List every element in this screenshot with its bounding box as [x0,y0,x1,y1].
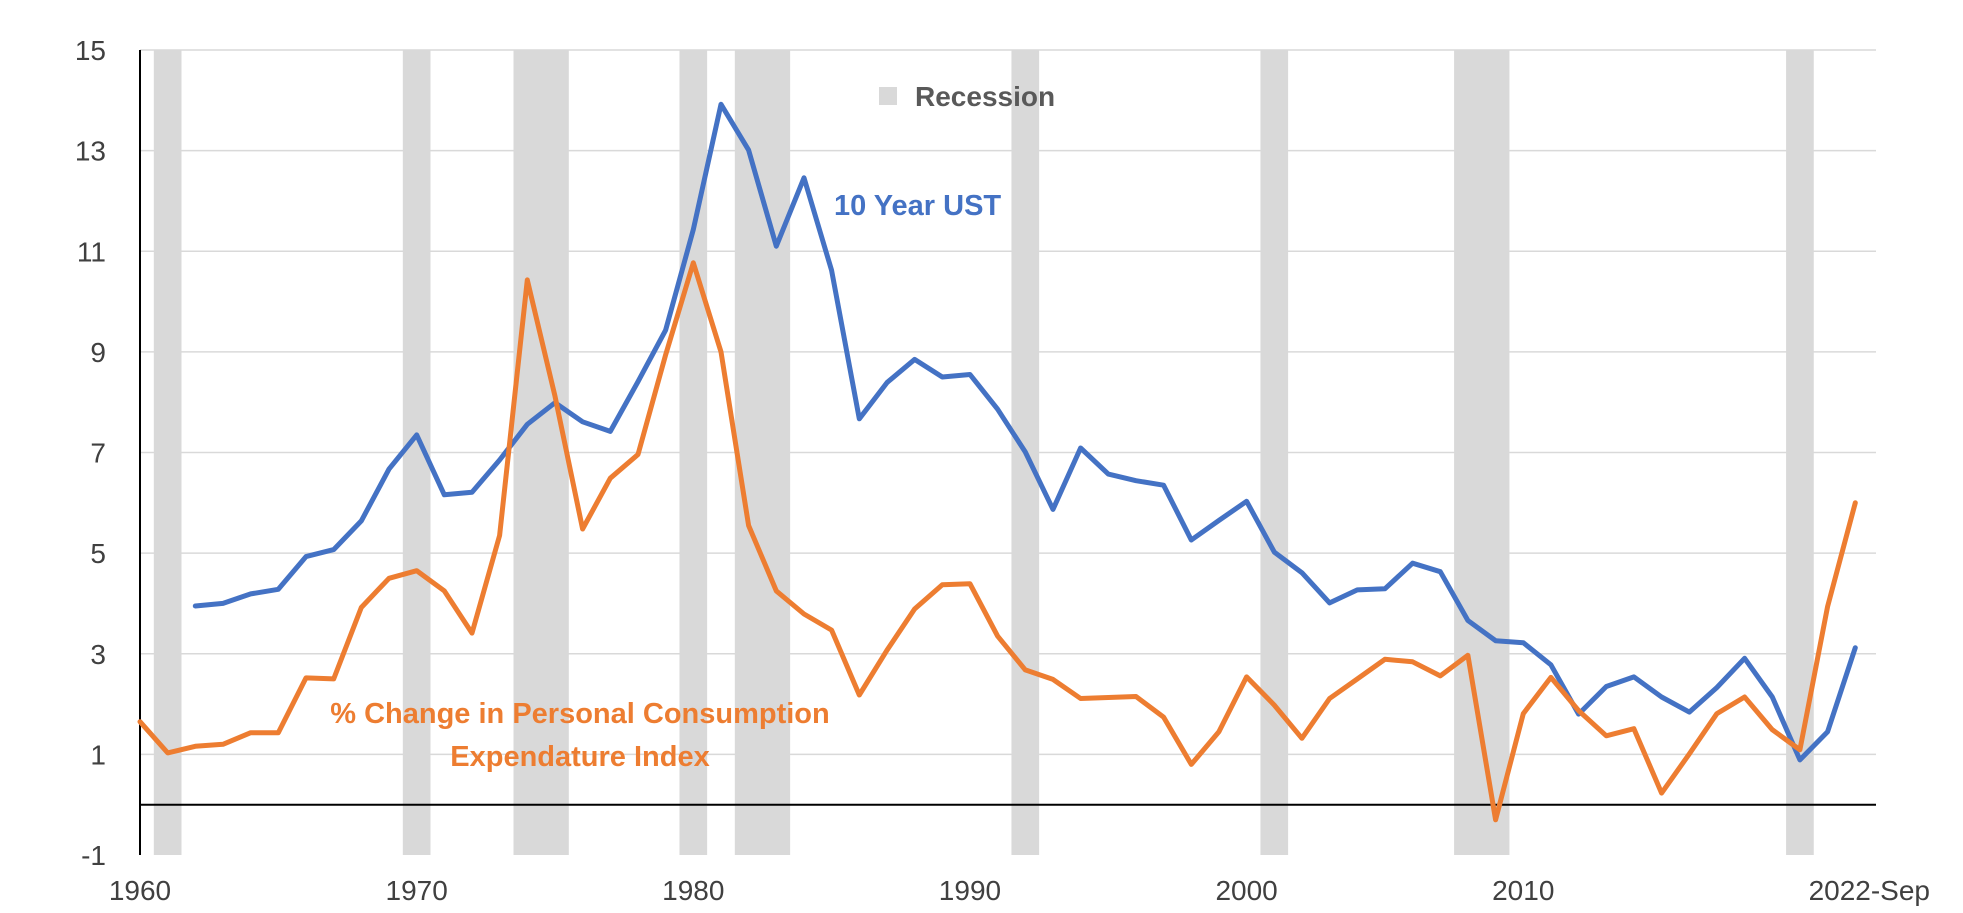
series-line-ust [192,101,1858,763]
y-tick-label: 3 [90,639,106,670]
legend-swatch-recession [879,87,897,105]
x-tick-label: 2022-Sep [1809,875,1930,906]
series-line-pce [137,260,1858,823]
y-tick-label: 7 [90,438,106,469]
y-tick-label: 9 [90,337,106,368]
y-tick-label: -1 [81,840,106,871]
x-tick-label: 1990 [939,875,1001,906]
gridlines [140,49,1876,756]
y-tick-label: 5 [90,538,106,569]
y-tick-label: 13 [75,136,106,167]
series-label-pce-line2: Expendature Index [450,741,709,773]
series [137,101,1858,823]
y-tick-label: 11 [77,236,106,267]
x-tick-labels: 1960 1970 1980 1990 2000 2010 2022-Sep [109,875,1930,906]
legend-label-recession: Recession [915,81,1055,112]
x-tick-label: 2010 [1492,875,1554,906]
y-tick-label: 15 [75,35,106,66]
x-tick-label: 1960 [109,875,171,906]
series-label-pce-line1: % Change in Personal Consumption [330,698,830,730]
x-tick-label: 2000 [1215,875,1277,906]
legend: Recession [879,81,1055,112]
x-tick-label: 1970 [386,875,448,906]
y-tick-label: 1 [90,739,106,770]
series-label-ust: 10 Year UST [834,190,1001,222]
x-tick-label: 1980 [662,875,724,906]
